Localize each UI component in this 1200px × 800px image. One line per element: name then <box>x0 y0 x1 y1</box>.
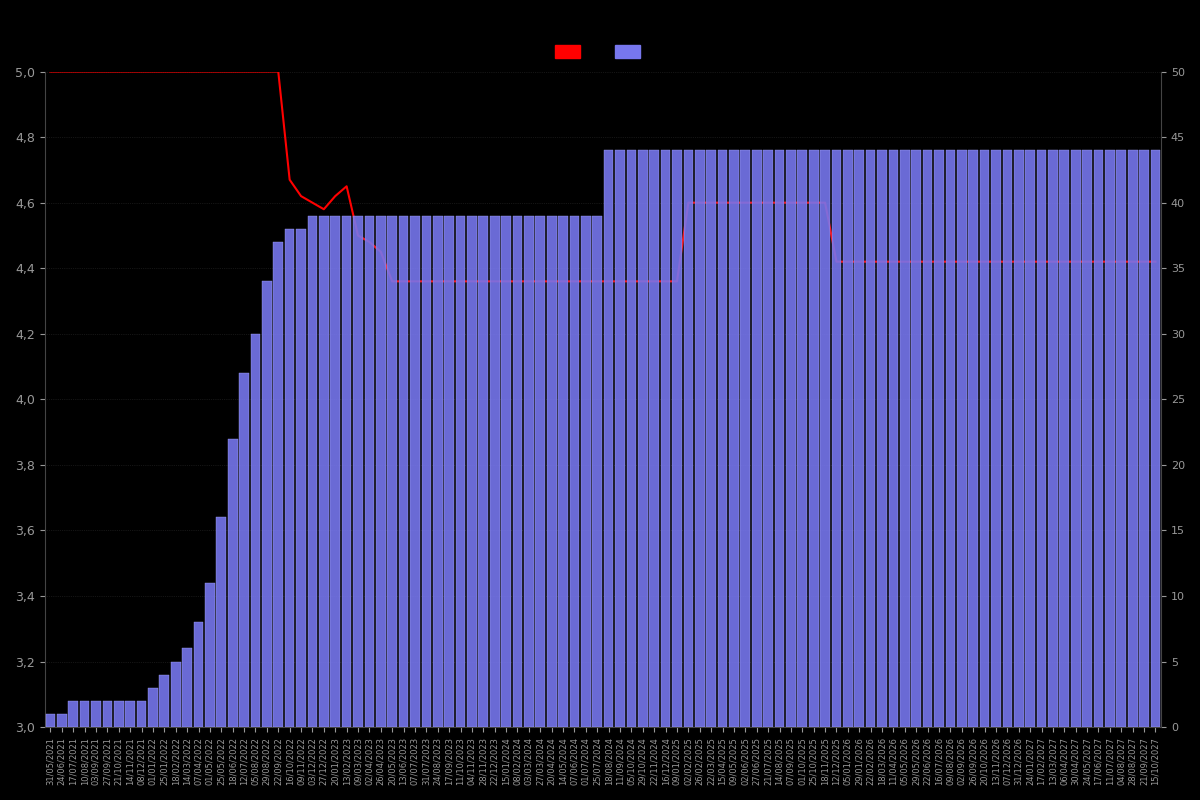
Bar <box>821 150 830 727</box>
Bar <box>866 150 876 727</box>
Bar <box>274 242 283 727</box>
Bar <box>353 216 362 727</box>
Bar <box>570 216 580 727</box>
Bar <box>672 150 682 727</box>
Legend: , : , <box>556 45 650 58</box>
Bar <box>1048 150 1057 727</box>
Bar <box>707 150 716 727</box>
Bar <box>535 216 545 727</box>
Bar <box>946 150 955 727</box>
Bar <box>798 150 808 727</box>
Bar <box>1070 150 1080 727</box>
Bar <box>1014 150 1024 727</box>
Bar <box>342 216 352 727</box>
Bar <box>79 701 90 727</box>
Bar <box>410 216 420 727</box>
Bar <box>979 150 990 727</box>
Bar <box>1105 150 1115 727</box>
Bar <box>877 150 887 727</box>
Bar <box>444 216 454 727</box>
Bar <box>502 216 511 727</box>
Bar <box>752 150 762 727</box>
Bar <box>319 216 329 727</box>
Bar <box>593 216 602 727</box>
Bar <box>888 150 899 727</box>
Bar <box>148 688 157 727</box>
Bar <box>307 216 317 727</box>
Bar <box>763 150 773 727</box>
Bar <box>376 216 385 727</box>
Bar <box>1093 150 1103 727</box>
Bar <box>775 150 785 727</box>
Bar <box>284 229 294 727</box>
Bar <box>68 701 78 727</box>
Bar <box>388 216 397 727</box>
Bar <box>91 701 101 727</box>
Bar <box>330 216 340 727</box>
Bar <box>968 150 978 727</box>
Bar <box>661 150 671 727</box>
Bar <box>616 150 625 727</box>
Bar <box>809 150 818 727</box>
Bar <box>160 674 169 727</box>
Bar <box>695 150 704 727</box>
Bar <box>1082 150 1092 727</box>
Bar <box>956 150 967 727</box>
Bar <box>718 150 727 727</box>
Bar <box>490 216 499 727</box>
Bar <box>46 714 55 727</box>
Bar <box>581 216 590 727</box>
Bar <box>137 701 146 727</box>
Bar <box>296 229 306 727</box>
Bar <box>1037 150 1046 727</box>
Bar <box>193 622 203 727</box>
Bar <box>456 216 466 727</box>
Bar <box>1025 150 1034 727</box>
Bar <box>114 701 124 727</box>
Bar <box>854 150 864 727</box>
Bar <box>638 150 648 727</box>
Bar <box>205 583 215 727</box>
Bar <box>786 150 796 727</box>
Bar <box>558 216 568 727</box>
Bar <box>56 714 67 727</box>
Bar <box>125 701 136 727</box>
Bar <box>1116 150 1126 727</box>
Bar <box>228 438 238 727</box>
Bar <box>1002 150 1013 727</box>
Bar <box>251 334 260 727</box>
Bar <box>398 216 408 727</box>
Bar <box>1151 150 1160 727</box>
Bar <box>262 282 271 727</box>
Bar <box>900 150 910 727</box>
Bar <box>1139 150 1148 727</box>
Bar <box>547 216 557 727</box>
Bar <box>170 662 180 727</box>
Bar <box>730 150 739 727</box>
Bar <box>911 150 922 727</box>
Bar <box>467 216 476 727</box>
Bar <box>421 216 431 727</box>
Bar <box>684 150 694 727</box>
Bar <box>832 150 841 727</box>
Bar <box>604 150 613 727</box>
Bar <box>182 649 192 727</box>
Bar <box>649 150 659 727</box>
Bar <box>1060 150 1069 727</box>
Bar <box>991 150 1001 727</box>
Bar <box>239 373 248 727</box>
Bar <box>626 150 636 727</box>
Bar <box>365 216 374 727</box>
Bar <box>923 150 932 727</box>
Bar <box>216 518 226 727</box>
Bar <box>934 150 944 727</box>
Bar <box>844 150 853 727</box>
Bar <box>1128 150 1138 727</box>
Bar <box>512 216 522 727</box>
Bar <box>740 150 750 727</box>
Bar <box>479 216 488 727</box>
Bar <box>433 216 443 727</box>
Bar <box>102 701 113 727</box>
Bar <box>524 216 534 727</box>
